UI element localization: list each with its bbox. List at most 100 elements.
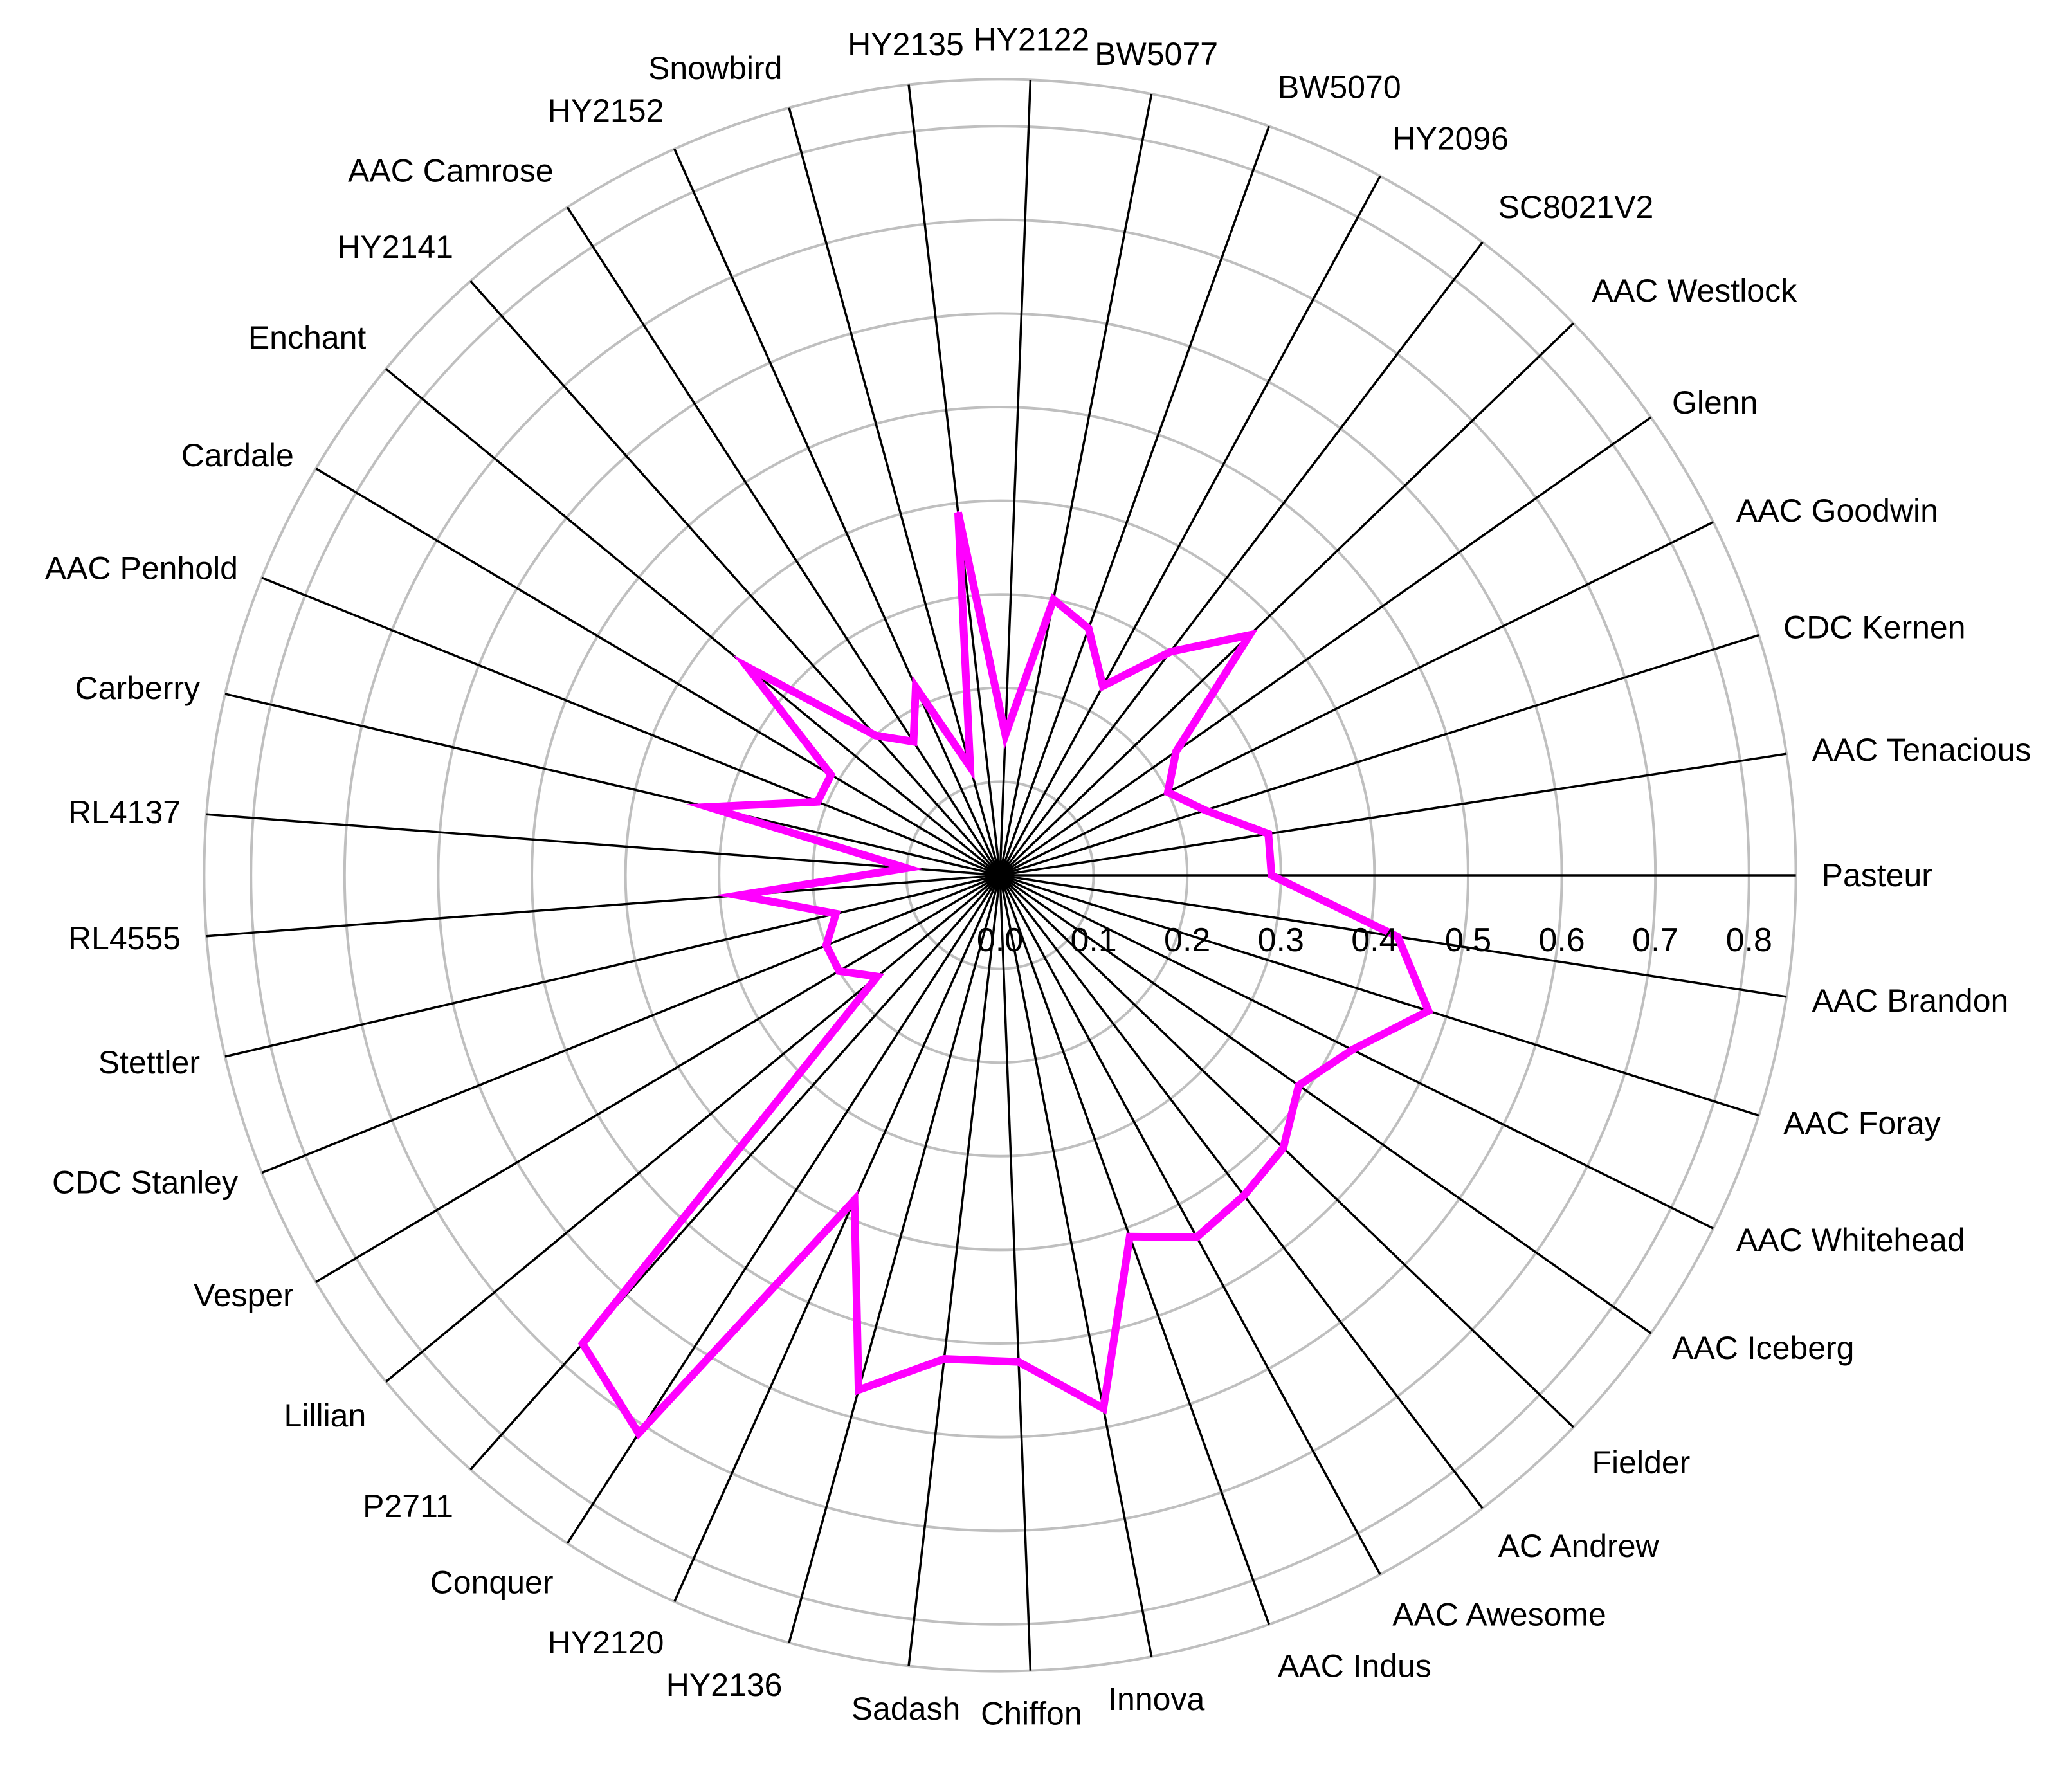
data-point bbox=[1004, 733, 1007, 736]
category-label: AAC Camrose bbox=[348, 153, 554, 189]
data-point bbox=[956, 511, 959, 514]
category-label: CDC Kernen bbox=[1783, 610, 1965, 646]
category-label: Vesper bbox=[194, 1277, 294, 1313]
data-point bbox=[830, 773, 833, 776]
spoke-line bbox=[673, 148, 1001, 876]
data-point bbox=[1396, 935, 1399, 938]
data-point bbox=[905, 866, 908, 869]
category-label: AAC Awesome bbox=[1392, 1596, 1606, 1632]
category-label: AAC Indus bbox=[1278, 1648, 1431, 1684]
data-point bbox=[857, 1388, 860, 1392]
spoke-line bbox=[385, 874, 1001, 1383]
category-label: Conquer bbox=[430, 1564, 554, 1600]
category-label: Fielder bbox=[1592, 1444, 1691, 1480]
category-label: SC8021V2 bbox=[1498, 189, 1654, 225]
category-label: Stettler bbox=[98, 1044, 200, 1080]
data-point bbox=[1297, 1084, 1300, 1087]
spoke-line bbox=[261, 576, 1001, 877]
data-point bbox=[1174, 750, 1177, 753]
category-label: AAC Iceberg bbox=[1672, 1330, 1854, 1366]
center-hub bbox=[986, 861, 1014, 889]
data-point bbox=[834, 912, 837, 915]
spoke-line bbox=[315, 874, 1001, 1283]
category-label: RL4555 bbox=[68, 920, 181, 956]
category-label: Snowbird bbox=[648, 50, 782, 86]
category-label: Innova bbox=[1108, 1681, 1204, 1717]
spoke-line bbox=[999, 875, 1381, 1576]
category-label: BW5077 bbox=[1095, 36, 1218, 72]
tick-label: 0.0 bbox=[977, 922, 1023, 959]
category-label: RL4137 bbox=[68, 794, 181, 830]
spoke-line bbox=[788, 107, 1001, 876]
spoke-line bbox=[788, 875, 1001, 1643]
data-point bbox=[1351, 1048, 1354, 1051]
spokes bbox=[206, 80, 1796, 1671]
spoke-line bbox=[999, 241, 1484, 877]
data-point bbox=[1087, 627, 1090, 630]
spoke-line bbox=[261, 874, 1001, 1174]
category-label: HY2120 bbox=[548, 1625, 664, 1661]
category-label: HY2135 bbox=[848, 26, 964, 62]
data-point bbox=[837, 969, 841, 972]
data-point bbox=[1128, 1235, 1131, 1238]
data-point bbox=[914, 686, 917, 689]
category-label: AAC Goodwin bbox=[1736, 493, 1938, 529]
category-label: AAC Foray bbox=[1783, 1106, 1941, 1142]
spoke-line bbox=[999, 633, 1759, 877]
tick-label: 0.8 bbox=[1726, 922, 1772, 959]
spoke-line bbox=[907, 875, 1001, 1666]
category-label: Pasteur bbox=[1822, 857, 1932, 893]
category-label: Carberry bbox=[75, 670, 200, 706]
data-point bbox=[968, 765, 972, 769]
data-point bbox=[824, 943, 828, 947]
data-point bbox=[1166, 790, 1169, 794]
data-point bbox=[1204, 808, 1207, 812]
tick-label: 0.5 bbox=[1445, 922, 1491, 959]
spoke-line bbox=[224, 693, 1001, 877]
spoke-line bbox=[999, 416, 1652, 877]
data-point bbox=[816, 800, 819, 803]
data-point bbox=[1101, 684, 1104, 687]
series-line bbox=[577, 511, 1433, 1440]
spoke-line bbox=[999, 874, 1574, 1428]
spoke-line bbox=[999, 175, 1381, 876]
spoke-line bbox=[469, 874, 1001, 1471]
category-label: AAC Tenacious bbox=[1812, 732, 2031, 768]
spoke-line bbox=[999, 93, 1153, 876]
spoke-line bbox=[907, 84, 1001, 876]
spoke-line bbox=[999, 322, 1574, 877]
data-point bbox=[637, 1432, 641, 1435]
data-point bbox=[737, 894, 740, 897]
category-label: AAC Brandon bbox=[1812, 983, 2009, 1019]
data-point bbox=[581, 1342, 584, 1345]
data-point bbox=[1242, 1194, 1246, 1197]
spoke-line bbox=[999, 875, 1153, 1657]
spoke-line bbox=[315, 468, 1001, 877]
category-labels: Pasteur AAC Brandon AAC Foray AAC Whitehead… bbox=[45, 21, 2031, 1731]
data-point bbox=[1168, 650, 1172, 653]
tick-label: 0.1 bbox=[1070, 922, 1116, 959]
data-point bbox=[745, 665, 749, 668]
tick-label: 0.7 bbox=[1632, 922, 1678, 959]
category-label: HY2152 bbox=[548, 93, 664, 129]
data-point bbox=[876, 975, 879, 978]
spoke-line bbox=[206, 874, 1001, 938]
category-label: Lillian bbox=[284, 1397, 366, 1434]
category-label: BW5070 bbox=[1278, 69, 1401, 105]
data-point bbox=[1052, 598, 1055, 601]
category-label: AAC Penhold bbox=[45, 550, 238, 586]
spoke-line bbox=[566, 206, 1001, 876]
spoke-line bbox=[224, 874, 1001, 1058]
category-label: AC Andrew bbox=[1498, 1528, 1660, 1564]
category-label: Sadash bbox=[851, 1691, 961, 1727]
data-point bbox=[912, 740, 915, 743]
category-label: HY2141 bbox=[337, 229, 453, 265]
category-label: Enchant bbox=[248, 320, 367, 356]
data-point bbox=[1427, 1009, 1430, 1012]
data-point bbox=[1195, 1235, 1199, 1239]
spoke-line bbox=[999, 874, 1759, 1117]
category-label: HY2136 bbox=[666, 1667, 783, 1703]
data-point bbox=[1282, 1147, 1285, 1150]
category-label: P2711 bbox=[363, 1488, 453, 1524]
